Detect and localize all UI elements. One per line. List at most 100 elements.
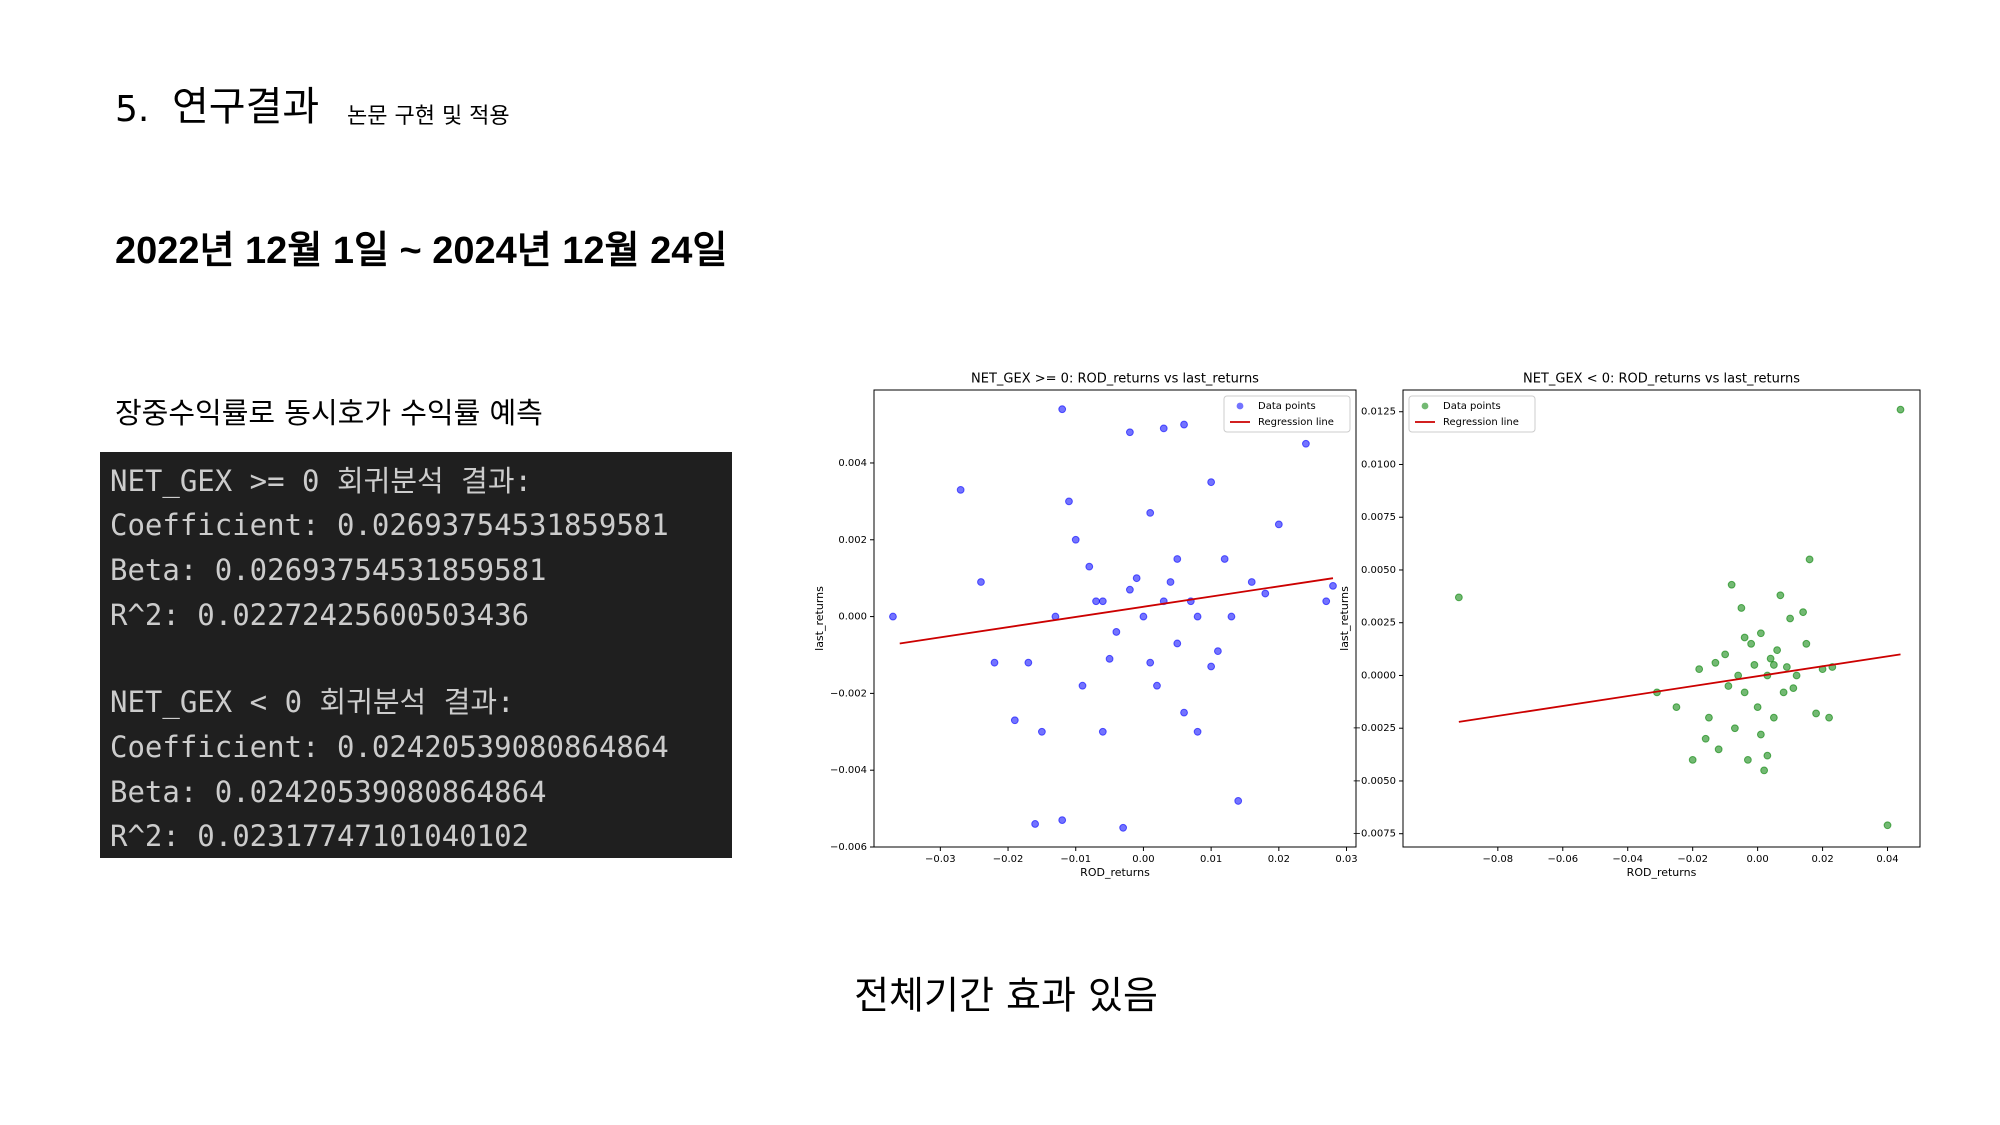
section-title: 연구결과 [172,84,319,130]
data-point [1760,766,1769,775]
period-heading: 2022년 12월 1일 ~ 2024년 12월 24일 [115,230,727,272]
code-line: NET_GEX < 0 회귀분석 결과: [110,685,515,720]
x-tick-label: 0.01 [1200,854,1222,865]
data-point [1322,597,1331,606]
data-point [1166,578,1175,586]
data-point [1139,612,1148,621]
data-point [1766,654,1775,663]
data-point [1132,574,1141,583]
x-tick-label: −0.02 [993,854,1024,865]
data-point [1896,405,1905,414]
data-point [1730,724,1739,733]
data-point [1672,703,1681,712]
data-point [1753,703,1762,712]
data-point [1065,497,1073,506]
code-line: Beta: 0.02420539080864864 [110,775,547,809]
y-tick-label: −0.006 [830,842,867,853]
data-point [977,578,985,586]
data-point [1146,658,1155,667]
data-point [1180,420,1188,429]
x-tick-label: −0.08 [1482,854,1513,865]
x-tick-label: 0.02 [1268,854,1290,865]
data-point [1825,713,1833,722]
data-point [1153,681,1161,690]
legend-label: Regression line [1258,417,1334,428]
data-point [1058,816,1067,825]
section-number: 5. [115,89,149,130]
y-tick-label: 0.002 [838,535,867,546]
data-point [1125,428,1134,437]
data-point [1782,663,1791,671]
x-tick-label: 0.03 [1335,854,1357,865]
regression-line [899,577,1334,645]
data-point [1119,823,1128,832]
plot-area [1402,389,1921,848]
y-tick-label: 0.004 [838,458,867,469]
data-point [1711,658,1720,667]
data-point [1727,580,1736,589]
data-point [1743,755,1752,764]
code-line: NET_GEX >= 0 회귀분석 결과: [110,464,532,499]
data-point [1812,709,1820,718]
data-point [1037,727,1046,736]
y-tick-label: 0.0025 [1361,618,1396,629]
data-point [1173,639,1182,648]
code-block [100,452,732,858]
legend-marker [1421,402,1429,410]
x-tick-label: −0.01 [1060,854,1091,865]
data-point [1098,597,1107,606]
y-tick-label: −0.0075 [1353,829,1396,840]
code-line: Coefficient: 0.02420539080864864 [110,730,669,764]
y-axis-label: last_returns [1338,586,1351,651]
data-point [1193,727,1202,736]
data-point [1756,730,1765,739]
data-point [1756,629,1765,638]
x-axis-label: ROD_returns [1627,866,1697,879]
data-point [1098,727,1107,736]
data-point [1247,578,1256,586]
data-point [1024,658,1033,667]
description: 장중수익률로 동시호가 수익률 예측 [115,396,543,430]
data-point [1805,555,1814,564]
x-tick-label: −0.02 [1677,854,1708,865]
data-point [1105,654,1114,663]
y-axis-label: last_returns [813,586,826,651]
data-point [1737,604,1746,612]
data-point [1714,745,1723,754]
data-point [1031,820,1040,828]
data-point [1792,671,1801,680]
data-point [1173,555,1182,563]
data-point [1274,520,1283,529]
data-point [1779,688,1788,697]
data-point [1747,639,1756,648]
data-point [1769,661,1778,669]
x-tick-label: 0.04 [1876,854,1898,865]
section-subtitle: 논문 구현 및 적용 [347,104,510,129]
y-tick-label: 0.0050 [1361,565,1396,576]
data-point [956,485,965,494]
data-point [1010,716,1019,725]
x-tick-label: 0.02 [1811,854,1833,865]
data-point [1213,647,1222,656]
legend-box [1408,395,1536,433]
data-point [1112,628,1121,636]
code-line: Beta: 0.02693754531859581 [110,553,547,587]
y-tick-label: −0.0050 [1353,776,1396,787]
data-point [1302,439,1310,448]
data-point [990,658,999,667]
plot-area [873,389,1357,848]
legend-box [1223,395,1351,433]
data-point [1234,797,1243,805]
data-point [1789,684,1798,693]
data-point [1159,424,1168,433]
data-point [1695,665,1704,674]
y-tick-label: −0.004 [830,765,867,776]
data-point [1085,562,1094,571]
data-point [1220,555,1229,563]
data-point [889,612,897,621]
data-point [1180,708,1188,717]
x-axis-label: ROD_returns [1080,866,1150,879]
data-point [1786,614,1795,623]
data-point [1773,646,1782,655]
